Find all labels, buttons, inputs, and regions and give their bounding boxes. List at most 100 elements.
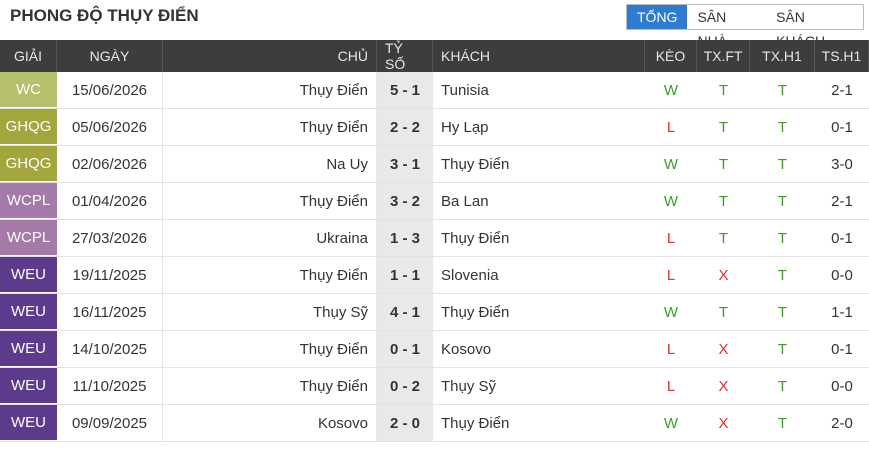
half-time-score: 0-1 (831, 118, 853, 136)
home-team: Kosovo (163, 405, 377, 441)
away-team: Tunisia (441, 81, 489, 99)
league: GHQG (0, 109, 57, 145)
away-team: Thụy Điển (441, 155, 510, 173)
odds-result: L (666, 229, 676, 247)
score: 2 - 0 (377, 405, 433, 441)
league: WEU (0, 405, 57, 441)
league: WEU (0, 368, 57, 404)
away-team: Thụy Điển (441, 229, 510, 247)
odds-result: L (666, 118, 676, 136)
league: WCPL (0, 183, 57, 219)
column-header: CHỦ (163, 40, 377, 72)
away-team: Thụy Sỹ (441, 377, 497, 395)
page-title: PHONG ĐỘ THỤY ĐIỂN (10, 6, 199, 25)
odds-result: L (666, 266, 676, 284)
score: 0 - 1 (377, 331, 433, 367)
over-under-h1: T (777, 155, 788, 173)
form-table: GIẢI NGÀY CHỦ TỶ SỐ KHÁCH KÈO TX.FT TX.H1 TS.H1 W… (0, 40, 869, 442)
half-time-score: 3-0 (831, 155, 853, 173)
over-under-h1: T (777, 118, 788, 136)
away-team: Kosovo (441, 340, 492, 358)
home-team: Thụy Điển (163, 331, 377, 367)
over-under-ft: X (718, 414, 729, 432)
home-team: Thụy Điển (163, 183, 377, 219)
tab[interactable]: TỔNG (627, 5, 688, 29)
away-team: Ba Lan (441, 192, 489, 210)
score: 4 - 1 (377, 294, 433, 330)
tab[interactable]: SÂN KHÁCH (776, 9, 825, 49)
odds-result: L (666, 340, 676, 358)
odds-result: W (663, 155, 679, 173)
over-under-h1: T (777, 340, 788, 358)
odds-result: L (666, 377, 676, 395)
over-under-h1: T (777, 303, 788, 321)
date: 27/03/2026 (57, 220, 163, 256)
match-row: WEU 11/10/2025 Thụy Điển 0 - 2 Thụy Sỹ L X T 0-0 (0, 368, 869, 405)
over-under-ft: T (718, 155, 729, 173)
half-time-score: 1-1 (831, 303, 853, 321)
over-under-ft: T (718, 118, 729, 136)
date: 05/06/2026 (57, 109, 163, 145)
half-time-score: 0-1 (831, 340, 853, 358)
home-team: Thụy Điển (163, 368, 377, 404)
column-header: GIẢI (0, 40, 57, 72)
home-team: Na Uy (163, 146, 377, 182)
column-header: TX.H1 (750, 40, 815, 72)
over-under-h1: T (777, 81, 788, 99)
over-under-h1: T (777, 229, 788, 247)
over-under-ft: X (718, 266, 729, 284)
over-under-ft: T (718, 81, 729, 99)
home-team: Thụy Điển (163, 109, 377, 145)
match-row: GHQG 05/06/2026 Thụy Điển 2 - 2 Hy Lạp L T T 0-1 (0, 109, 869, 146)
date: 01/04/2026 (57, 183, 163, 219)
column-header: TS.H1 (815, 40, 869, 72)
over-under-h1: T (777, 377, 788, 395)
match-row: WEU 19/11/2025 Thụy Điển 1 - 1 Slovenia L X T 0-… (0, 257, 869, 294)
over-under-ft: X (718, 340, 729, 358)
away-team: Thụy Điển (441, 303, 510, 321)
column-header: TỶ SỐ (377, 40, 433, 72)
half-time-score: 0-1 (831, 229, 853, 247)
away-team: Thụy Điển (441, 414, 510, 432)
home-team: Thụy Sỹ (163, 294, 377, 330)
match-row: WEU 16/11/2025 Thụy Sỹ 4 - 1 Thụy Điển W T T 1-1 (0, 294, 869, 331)
score: 3 - 2 (377, 183, 433, 219)
league: WCPL (0, 220, 57, 256)
half-time-score: 0-0 (831, 266, 853, 284)
column-header: NGÀY (57, 40, 163, 72)
score: 1 - 3 (377, 220, 433, 256)
match-row: WEU 14/10/2025 Thụy Điển 0 - 1 Kosovo L X T 0-1 (0, 331, 869, 368)
half-time-score: 2-1 (831, 81, 853, 99)
away-team: Hy Lạp (441, 118, 489, 136)
date: 11/10/2025 (57, 368, 163, 404)
match-row: WEU 09/09/2025 Kosovo 2 - 0 Thụy Điển W X T 2-0 (0, 405, 869, 442)
score: 2 - 2 (377, 109, 433, 145)
match-row: WC 15/06/2026 Thụy Điển 5 - 1 Tunisia W T T 2-1 (0, 72, 869, 109)
over-under-ft: T (718, 229, 729, 247)
odds-result: W (663, 192, 679, 210)
score: 3 - 1 (377, 146, 433, 182)
column-header: TX.FT (697, 40, 750, 72)
tab-bar: TỔNG SÂN NHÀ SÂN KHÁCH (626, 4, 864, 49)
date: 09/09/2025 (57, 405, 163, 441)
match-row: WCPL 01/04/2026 Thụy Điển 3 - 2 Ba Lan W T T 2-1 (0, 183, 869, 220)
league: WEU (0, 294, 57, 330)
over-under-ft: T (718, 192, 729, 210)
match-row: WCPL 27/03/2026 Ukraina 1 - 3 Thụy Điển L T T 0-… (0, 220, 869, 257)
league: GHQG (0, 146, 57, 182)
over-under-h1: T (777, 414, 788, 432)
date: 02/06/2026 (57, 146, 163, 182)
date: 14/10/2025 (57, 331, 163, 367)
score: 0 - 2 (377, 368, 433, 404)
half-time-score: 0-0 (831, 377, 853, 395)
column-header: KHÁCH (433, 40, 645, 72)
header-row: GIẢI NGÀY CHỦ TỶ SỐ KHÁCH KÈO TX.FT TX.H1 TS.H1 (0, 40, 869, 72)
half-time-score: 2-1 (831, 192, 853, 210)
date: 19/11/2025 (57, 257, 163, 293)
tab[interactable]: SÂN NHÀ (697, 9, 727, 49)
away-team: Slovenia (441, 266, 499, 284)
over-under-ft: T (718, 303, 729, 321)
league: WEU (0, 257, 57, 293)
match-row: GHQG 02/06/2026 Na Uy 3 - 1 Thụy Điển W T T 3-0 (0, 146, 869, 183)
